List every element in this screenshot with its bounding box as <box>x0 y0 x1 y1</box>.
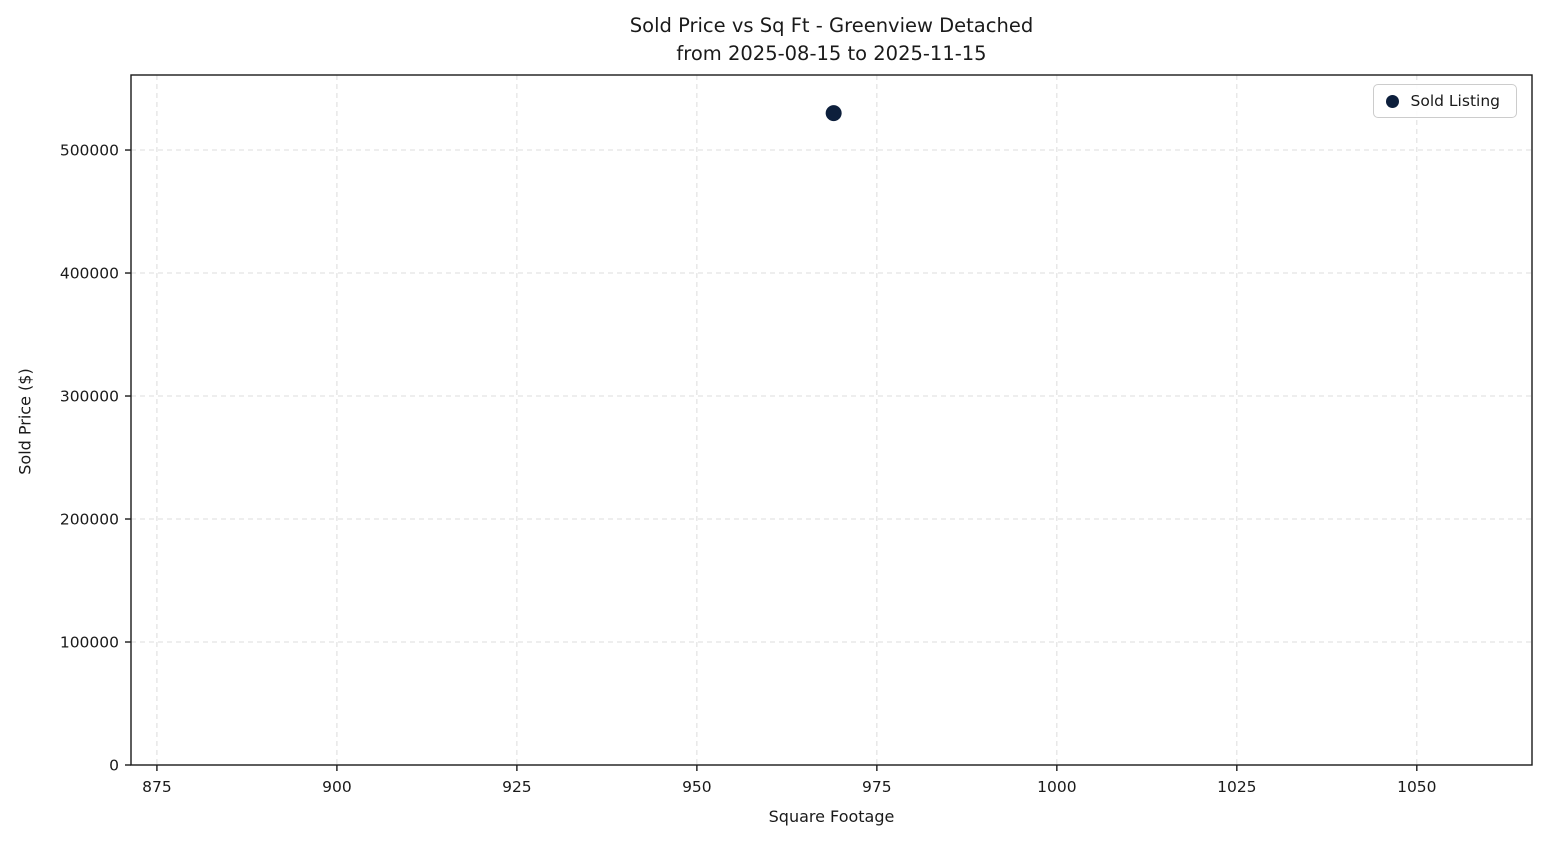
sold-listing-marker-icon <box>1385 94 1399 108</box>
legend-label: Sold Listing <box>1410 92 1500 110</box>
data-point-sold-listing <box>825 105 842 122</box>
x-tick-label: 1050 <box>1397 778 1436 796</box>
y-tick-label: 500000 <box>60 142 119 160</box>
x-tick-label: 900 <box>322 778 352 796</box>
y-tick-label: 200000 <box>60 511 119 529</box>
x-tick-label: 925 <box>502 778 532 796</box>
x-axis-label: Square Footage <box>768 807 895 826</box>
x-tick-label: 950 <box>682 778 712 796</box>
x-tick-label: 875 <box>142 778 172 796</box>
plot-frame <box>130 74 1533 766</box>
x-tick-label: 1000 <box>1037 778 1076 796</box>
chart-subtitle: from 2025-08-15 to 2025-11-15 <box>676 42 987 66</box>
y-tick-label: 100000 <box>60 634 119 652</box>
y-tick-label: 400000 <box>60 265 119 283</box>
chart-title-block: Sold Price vs Sq Ft - Greenview Detached… <box>131 12 1532 69</box>
y-axis-label: Sold Price ($) <box>15 368 35 475</box>
x-tick-label: 975 <box>862 778 892 796</box>
y-tick-label: 0 <box>109 757 119 775</box>
legend: Sold Listing <box>1372 84 1517 118</box>
chart-title: Sold Price vs Sq Ft - Greenview Detached <box>629 14 1034 37</box>
y-tick-label: 300000 <box>60 388 119 406</box>
x-tick-label: 1025 <box>1217 778 1256 796</box>
